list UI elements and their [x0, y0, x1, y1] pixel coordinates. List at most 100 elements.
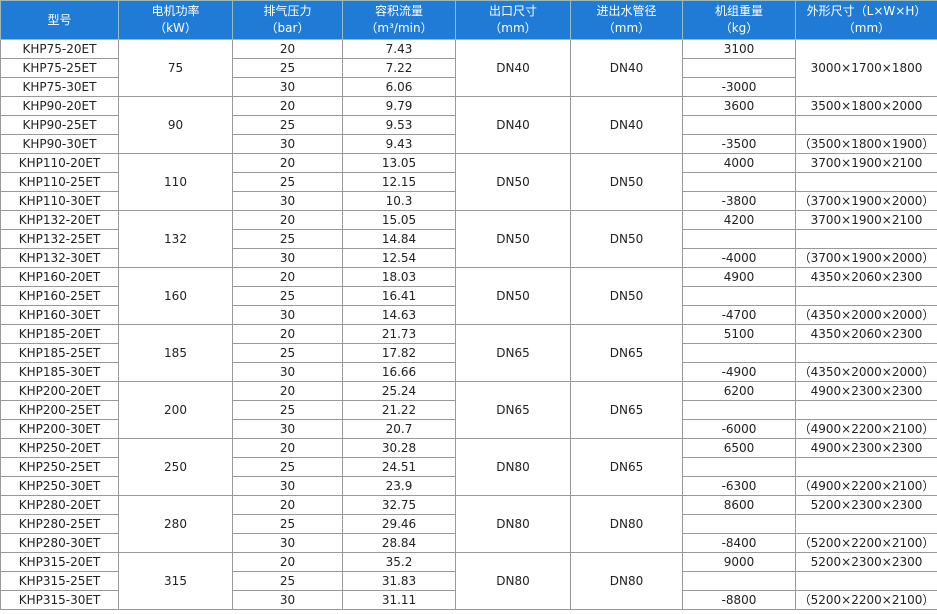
pressure-cell: 30 [232, 191, 343, 211]
model-cell: KHP132-20ET [0, 210, 119, 230]
model-cell: KHP315-30ET [0, 590, 119, 610]
column-title: 进出水管径 [596, 4, 657, 18]
flow-cell: 23.9 [342, 476, 456, 496]
water-pipe-cell: DN40 [570, 96, 683, 154]
pressure-cell: 20 [232, 96, 343, 116]
column-title: 容积流量 [374, 4, 423, 18]
flow-cell: 25.24 [342, 381, 456, 401]
weight-cell: 6200 [682, 381, 796, 401]
model-cell: KHP160-25ET [0, 286, 119, 306]
flow-cell: 10.3 [342, 191, 456, 211]
dimension-cell: 4900×2300×2300 [795, 438, 937, 458]
dimension-cell [795, 571, 937, 591]
column-unit: （mm） [489, 21, 537, 35]
outlet-cell: DN50 [455, 210, 571, 268]
weight-cell [682, 400, 796, 420]
data-row: KHP110-20ET 110 20 13.05 DN50 DN50 4000 3700×19… [0, 153, 937, 211]
model-cell: KHP132-30ET [0, 248, 119, 268]
column-header: 排气压力 （bar） [232, 0, 343, 40]
dimension-cell [795, 514, 937, 534]
flow-cell: 21.22 [342, 400, 456, 420]
dimension-cell: （5200×2200×2100） [795, 590, 937, 610]
flow-cell: 16.41 [342, 286, 456, 306]
water-pipe-cell: DN65 [570, 324, 683, 382]
flow-cell: 14.84 [342, 229, 456, 249]
dimension-cell: 3000×1700×1800 [795, 39, 937, 97]
flow-cell: 6.06 [342, 77, 456, 97]
data-row: KHP90-30ET 30 9.43 -3500 （3500×1800×1900） [0, 134, 937, 154]
pressure-cell: 25 [232, 229, 343, 249]
dimension-cell: （5200×2200×2100） [795, 533, 937, 553]
pressure-cell: 30 [232, 590, 343, 610]
outlet-cell: DN50 [455, 267, 571, 325]
data-row: KHP132-20ET 132 20 15.05 DN50 DN50 4200 3700×19… [0, 210, 937, 268]
pressure-cell: 30 [232, 248, 343, 268]
model-cell: KHP185-30ET [0, 362, 119, 382]
flow-cell: 12.15 [342, 172, 456, 192]
power-cell: 110 [118, 153, 233, 211]
model-cell: KHP185-25ET [0, 343, 119, 363]
data-row: KHP315-20ET 315 20 35.2 DN80 DN80 9000 5200×230… [0, 552, 937, 610]
data-row: KHP250-20ET 250 20 30.28 DN80 DN65 6500 4900×23… [0, 438, 937, 496]
weight-cell: -4700 [682, 305, 796, 325]
column-header: 机组重量 （kg） [682, 0, 796, 40]
water-pipe-cell: DN80 [570, 495, 683, 553]
weight-cell [682, 343, 796, 363]
pressure-cell: 30 [232, 476, 343, 496]
weight-cell [682, 286, 796, 306]
model-cell: KHP200-25ET [0, 400, 119, 420]
flow-cell: 14.63 [342, 305, 456, 325]
data-row: KHP315-30ET 30 31.11 -8800 （5200×2200×2100） [0, 590, 937, 610]
column-unit: （kg） [719, 21, 759, 35]
power-cell: 132 [118, 210, 233, 268]
flow-cell: 17.82 [342, 343, 456, 363]
pressure-cell: 20 [232, 552, 343, 572]
flow-cell: 9.53 [342, 115, 456, 135]
flow-cell: 31.11 [342, 590, 456, 610]
flow-cell: 15.05 [342, 210, 456, 230]
column-title: 外形尺寸（L×W×H） [806, 4, 927, 18]
outlet-cell: DN80 [455, 438, 571, 496]
data-row: KHP280-30ET 30 28.84 -8400 （5200×2200×2100） [0, 533, 937, 553]
pressure-cell: 25 [232, 286, 343, 306]
column-unit: （m³/min） [365, 21, 433, 35]
flow-cell: 13.05 [342, 153, 456, 173]
water-pipe-cell: DN65 [570, 438, 683, 496]
model-cell: KHP90-25ET [0, 115, 119, 135]
weight-cell: -6300 [682, 476, 796, 496]
model-cell: KHP110-20ET [0, 153, 119, 173]
model-cell: KHP315-25ET [0, 571, 119, 591]
flow-cell: 9.43 [342, 134, 456, 154]
water-pipe-cell: DN50 [570, 267, 683, 325]
dimension-cell: 5200×2300×2300 [795, 495, 937, 515]
pressure-cell: 25 [232, 571, 343, 591]
model-cell: KHP160-20ET [0, 267, 119, 287]
outlet-cell: DN50 [455, 153, 571, 211]
dimension-cell: 3500×1800×2000 [795, 96, 937, 116]
pressure-cell: 25 [232, 343, 343, 363]
water-pipe-cell: DN50 [570, 210, 683, 268]
pressure-cell: 20 [232, 210, 343, 230]
weight-cell [682, 514, 796, 534]
flow-cell: 32.75 [342, 495, 456, 515]
weight-cell: -3500 [682, 134, 796, 154]
column-header: 容积流量 （m³/min） [342, 0, 456, 40]
pressure-cell: 30 [232, 533, 343, 553]
data-row: KHP75-20ET 75 20 7.43 DN40 DN40 3100 3000×1700×… [0, 39, 937, 97]
pressure-cell: 30 [232, 77, 343, 97]
column-header: 电机功率 （kW） [118, 0, 233, 40]
pressure-cell: 30 [232, 134, 343, 154]
outlet-cell: DN65 [455, 381, 571, 439]
model-cell: KHP280-20ET [0, 495, 119, 515]
flow-cell: 7.22 [342, 58, 456, 78]
model-cell: KHP132-25ET [0, 229, 119, 249]
flow-cell: 9.79 [342, 96, 456, 116]
dimension-cell [795, 286, 937, 306]
flow-cell: 28.84 [342, 533, 456, 553]
water-pipe-cell: DN65 [570, 381, 683, 439]
flow-cell: 35.2 [342, 552, 456, 572]
column-header: 出口尺寸 （mm） [455, 0, 571, 40]
column-unit: （mm） [602, 21, 651, 35]
